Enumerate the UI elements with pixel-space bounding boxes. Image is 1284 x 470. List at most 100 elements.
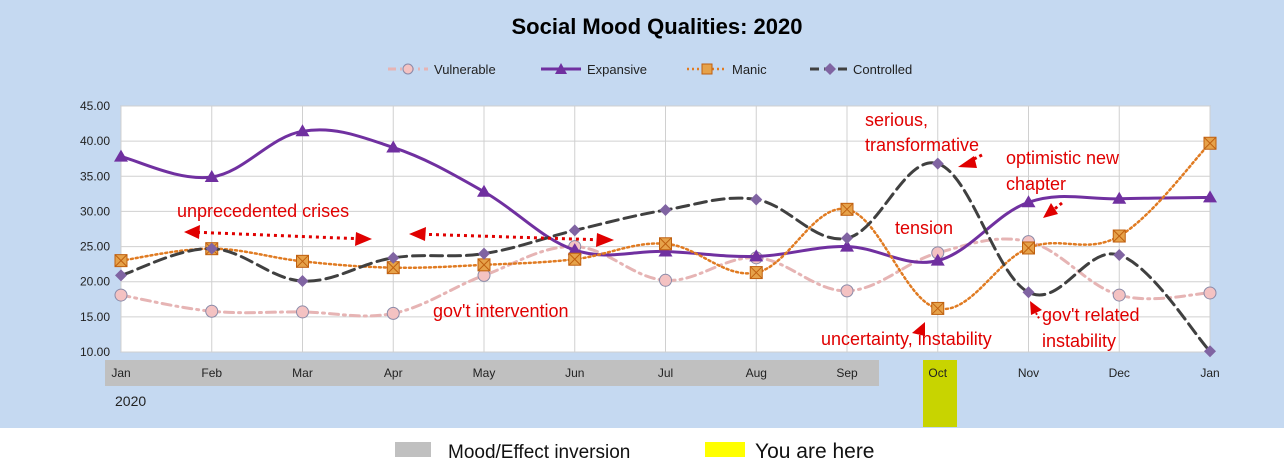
legend-label-vulnerable: Vulnerable [434,62,496,77]
you-are-here-swatch [705,442,745,457]
data-point-controlled [841,232,853,245]
y-axis: 10.00 15.00 20.00 25.00 30.00 35.00 40.00 45.00 [80,99,110,359]
arrow-line-4 [1051,201,1063,213]
annotations: unprecedented crises gov't intervention … [177,110,1140,351]
data-point-expansive [1112,191,1127,204]
y-tick-label: 10.00 [80,345,110,359]
y-tick-label: 40.00 [80,134,110,148]
legend-marker-square [701,63,713,75]
inversion-label: Mood/Effect inversion [448,442,630,463]
data-point-vulnerable [840,284,854,298]
arrow-line-1 [189,230,366,241]
arrow-head-2a [409,227,426,241]
arrow-head-4 [1043,203,1058,218]
legend-item-manic: Manic [687,62,767,77]
chart-title: Social Mood Qualities: 2020 [512,14,803,39]
x-axis: Jan Feb Mar Apr May Jun Jul Aug Sep Oct Nov Dec Jan [111,366,1219,380]
annotation-uncertainty: uncertainty, instability [821,329,992,349]
x-tick-label: Jun [565,366,584,380]
annotation-transformative: transformative [865,135,979,155]
series-expansive [114,124,1217,266]
arrow-head-5 [912,322,925,336]
annotation-instability: instability [1042,331,1116,351]
data-point-controlled [478,247,490,260]
x-tick-label: Feb [201,366,222,380]
y-tick-label: 20.00 [80,275,110,289]
series-line-controlled [119,161,1212,353]
inversion-swatch [395,442,431,457]
series-layer [114,124,1217,358]
legend-item-vulnerable: Vulnerable [388,62,496,77]
data-point-vulnerable [386,306,400,320]
x-tick-label: Jul [658,366,673,380]
legend-marker-diamond [824,63,836,75]
x-tick-label: May [473,366,496,380]
data-point-expansive [386,140,401,153]
annotation-serious: serious, [865,110,928,130]
data-point-controlled [115,269,127,282]
data-point-expansive [477,184,491,197]
x-tick-label: Jan [111,366,130,380]
data-point-expansive [114,149,128,162]
legend-label-controlled: Controlled [853,62,912,77]
bottom-legend: Mood/Effect inversion You are here [395,440,875,463]
data-point-manic-cross [840,202,854,216]
data-point-controlled [1204,345,1216,358]
arrow-head-1b [355,232,372,246]
data-point-expansive [1203,190,1217,203]
annotation-arrows [184,153,1063,336]
legend-item-controlled: Controlled [810,62,912,77]
data-point-manic-cross [568,252,582,266]
legend: Vulnerable Expansive Manic Controlled [388,62,912,77]
year-label: 2020 [115,393,146,409]
data-point-controlled [387,251,400,264]
arrow-head-3 [958,156,977,168]
annotation-tension: tension [895,218,953,238]
inversion-band-1 [105,360,551,386]
data-point-manic-cross [1203,136,1217,150]
data-point-manic-cross [114,254,128,267]
x-tick-label: Dec [1109,366,1130,380]
data-point-manic-cross [296,254,309,268]
annotation-optimistic: optimistic new [1006,148,1120,168]
you-are-here-marker [923,360,957,427]
data-point-expansive [930,253,945,266]
y-tick-label: 25.00 [80,240,110,254]
data-point-controlled [205,242,218,255]
data-point-controlled [931,157,944,170]
annotation-unprecedented-crises: unprecedented crises [177,201,349,221]
legend-marker-circle [402,63,414,75]
y-tick-label: 30.00 [80,204,110,218]
data-point-controlled [296,275,309,288]
legend-label-expansive: Expansive [587,62,647,77]
x-tick-label: Aug [746,366,767,380]
data-point-vulnerable [1112,288,1126,302]
data-point-manic-cross [477,258,491,272]
data-point-manic-cross [659,237,672,251]
data-point-expansive [295,124,310,137]
data-point-manic-cross [1112,229,1126,243]
arrow-head-2b [596,233,614,247]
y-tick-label: 35.00 [80,169,110,183]
data-point-expansive [1021,195,1036,208]
data-point-expansive [658,244,673,257]
you-are-here-label: You are here [755,440,875,463]
data-point-vulnerable [1203,286,1217,300]
inversion-band-2 [551,360,879,386]
data-point-expansive [749,249,764,262]
x-tick-label: Mar [292,366,313,380]
annotation-govt-intervention: gov't intervention [433,301,569,321]
data-point-vulnerable [296,305,309,319]
x-tick-label: Oct [928,366,947,380]
data-point-manic-cross [1022,241,1035,255]
data-point-manic-cross [931,302,945,315]
data-point-controlled [1022,286,1035,299]
legend-item-expansive: Expansive [541,62,647,77]
data-point-vulnerable [659,273,672,287]
series-controlled [115,157,1216,358]
data-point-controlled [659,204,672,217]
arrow-line-6 [1035,312,1041,321]
x-tick-label: Jan [1200,366,1219,380]
